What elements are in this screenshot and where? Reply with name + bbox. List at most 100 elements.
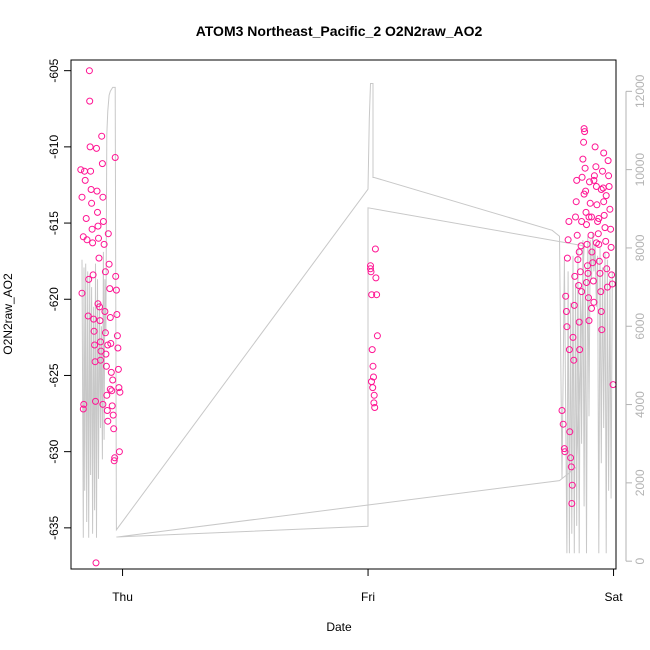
data-point: [573, 176, 581, 184]
data-point: [604, 157, 612, 165]
data-point: [609, 381, 617, 389]
data-point: [588, 248, 596, 256]
data-point: [108, 387, 116, 395]
y-tick-label: -635: [47, 516, 61, 540]
data-point: [86, 97, 94, 105]
data-point: [581, 164, 589, 172]
data-point: [88, 225, 96, 233]
y-axis-left: -605 -610 -615 -620 -625 -630 -635: [47, 58, 72, 540]
data-point: [565, 218, 573, 225]
data-point: [585, 294, 592, 302]
data-point: [583, 279, 590, 286]
data-point: [586, 178, 593, 186]
data-point: [104, 230, 112, 238]
data-point: [103, 407, 111, 414]
data-point: [98, 132, 106, 140]
data-point: [558, 407, 566, 414]
data-point: [82, 215, 90, 222]
data-point: [575, 318, 583, 326]
data-point: [562, 292, 570, 300]
data-point: [111, 154, 119, 161]
x-axis: Thu Fri Sat: [112, 568, 623, 604]
data-point: [105, 260, 113, 268]
data-point: [95, 254, 103, 262]
y-tick-label: -620: [47, 287, 61, 311]
data-point: [92, 397, 99, 405]
data-point: [597, 186, 605, 193]
data-point: [589, 277, 597, 285]
data-point: [98, 160, 106, 168]
data-point: [567, 463, 575, 471]
data-point: [108, 402, 116, 410]
data-point: [104, 341, 112, 349]
data-point: [597, 288, 605, 296]
data-point: [592, 163, 600, 171]
data-point: [101, 268, 109, 276]
data-point: [79, 405, 87, 413]
data-point: [599, 167, 606, 175]
data-point: [570, 356, 578, 364]
data-point: [97, 356, 104, 364]
data-point: [96, 317, 104, 325]
data-point: [590, 176, 598, 184]
data-point: [605, 172, 613, 180]
data-point: [597, 308, 605, 315]
data-point: [99, 193, 107, 201]
data-point: [85, 67, 93, 75]
data-point: [101, 329, 109, 337]
data-point: [596, 269, 604, 277]
y-axis-right: 0 2000 4000 6000 8000 10000 12000: [625, 74, 647, 565]
data-layer: [77, 67, 617, 567]
data-point: [87, 167, 95, 175]
data-point: [580, 190, 588, 198]
data-point: [99, 400, 107, 408]
data-point: [571, 272, 579, 280]
data-point: [599, 184, 607, 192]
y-tick-label: -625: [47, 363, 61, 387]
data-point: [580, 138, 588, 146]
data-point: [83, 236, 91, 244]
data-point: [100, 240, 108, 248]
data-point: [602, 192, 610, 200]
data-point: [578, 173, 586, 181]
data-point: [602, 237, 610, 245]
data-point: [102, 350, 110, 358]
data-point: [563, 254, 571, 262]
data-point: [84, 312, 92, 320]
data-point: [114, 344, 122, 352]
y2-tick-label: 8000: [633, 234, 647, 261]
data-point: [89, 271, 97, 279]
data-point: [573, 231, 581, 239]
data-point: [570, 301, 578, 309]
x-tick-label: Thu: [112, 590, 133, 604]
data-point: [81, 167, 88, 175]
data-point: [594, 230, 602, 238]
data-point: [588, 304, 595, 312]
data-point: [90, 327, 98, 335]
y2-tick-label: 12000: [633, 74, 647, 108]
data-point: [574, 256, 582, 264]
data-point: [575, 282, 583, 289]
data-point: [370, 373, 377, 381]
data-point: [81, 176, 89, 184]
y2-tick-label: 2000: [633, 469, 647, 496]
data-point: [585, 317, 593, 325]
data-point: [116, 388, 124, 396]
data-point: [110, 425, 118, 433]
data-point: [592, 239, 600, 247]
data-point: [97, 347, 105, 355]
data-point: [605, 183, 613, 190]
data-point: [575, 248, 583, 256]
data-point: [581, 128, 589, 136]
data-point: [94, 222, 102, 230]
data-point: [114, 365, 122, 373]
data-point: [86, 143, 94, 151]
data-point: [590, 298, 598, 306]
data-point: [93, 144, 100, 152]
data-point: [576, 346, 584, 354]
data-point: [94, 208, 101, 216]
data-point: [600, 149, 608, 157]
data-point: [371, 245, 379, 253]
data-point: [567, 454, 575, 462]
